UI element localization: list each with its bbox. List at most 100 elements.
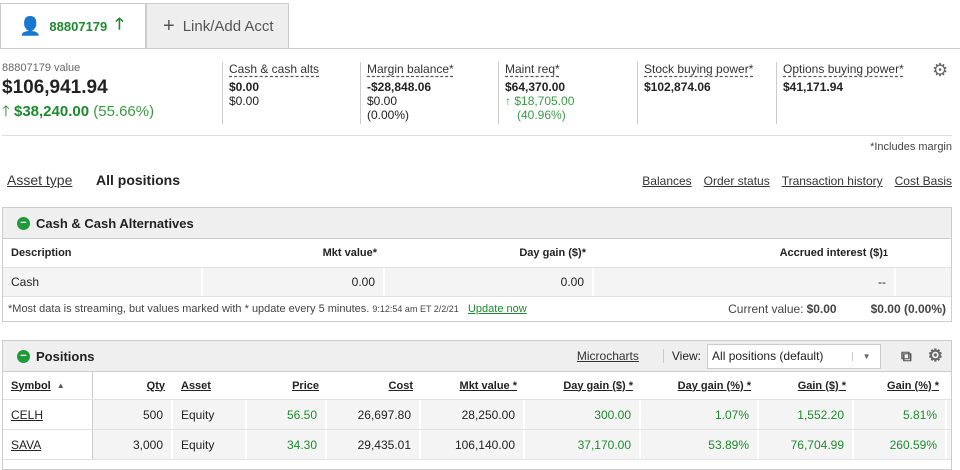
summary-label[interactable]: Margin balance* [367,62,454,76]
summary-maint: Maint req* $64,370.00 ↑ $18,705.00 (40.9… [498,62,574,124]
cell-cost: 29,435.01 [327,430,421,459]
account-number: 88807179 [49,19,108,34]
tab-account[interactable]: 👤 88807179 🡑 [0,3,146,49]
top-links: Balances Order status Transaction histor… [642,174,952,188]
table-row: Cash 0.00 0.00 -- [3,268,951,297]
cell-mkt-value: 106,140.00 [421,430,525,459]
cell-day-gain-pct: 53.89% [641,430,759,459]
cell-qty: 500 [93,400,173,429]
tab-link-add-account[interactable]: + Link/Add Acct [146,3,289,49]
cell-cost: 26,697.80 [327,400,421,429]
cost-basis-link[interactable]: Cost Basis [894,174,952,188]
table-row: SAVA 3,000 Equity 34.30 29,435.01 106,140.00 3… [3,430,951,460]
positions-column-headers: Symbol ▲ Qty Asset Price Cost Mkt value * Day … [3,372,951,400]
col-gain-dollar[interactable]: Gain ($) * [759,372,854,399]
summary-margin: Margin balance* -$28,848.06 $0.00 (0.00%… [360,62,454,124]
view-value: All positions (default) [712,349,824,363]
summary-value: $102,874.06 [644,80,711,94]
col-cost[interactable]: Cost [327,372,421,399]
summary-label[interactable]: Options buying power* [783,62,904,76]
tab-label: Link/Add Acct [182,17,274,35]
cell: 0.00 [385,268,594,296]
cell-price: 56.50 [247,400,327,429]
cell-day-gain-dollar: 300.00 [525,400,641,429]
summary-sub: (0.00%) [367,108,410,122]
col-day-gain: Day gain ($)* [519,247,586,259]
col-accrued-interest: Accrued interest ($) [779,247,883,259]
col-mkt-value[interactable]: Mkt value * [421,372,525,399]
popout-icon[interactable]: ⧉ [901,347,912,365]
summary-value: $41,171.94 [783,80,844,94]
col-asset[interactable]: Asset [173,372,247,399]
total-gain: $38,240.00 [13,103,90,120]
cash-total: $0.00 (0.00%) [870,302,946,316]
col-day-gain-pct[interactable]: Day gain (%) * [641,372,759,399]
header-label: Cost [388,379,413,392]
cell-mkt-value: 28,250.00 [421,400,525,429]
col-gain-pct[interactable]: Gain (%) * [854,372,947,399]
cell: Cash [3,268,203,296]
cash-header[interactable]: − Cash & Cash Alternatives [3,208,951,239]
positions-panel: − Positions Microcharts View: All positio… [2,340,952,470]
summary-label[interactable]: Maint req* [505,62,560,76]
cell-gain-dollar: 1,552.20 [759,400,854,429]
balances-link[interactable]: Balances [642,174,692,188]
header-label: Gain ($) * [797,379,846,392]
gear-icon[interactable]: ⚙ [927,346,943,365]
cell: 0.00 [203,268,385,296]
table-row: CELH 500 Equity 56.50 26,697.80 28,250.00 300.… [3,400,951,430]
summary-sub: $18,705.00 [514,94,575,108]
asset-type-link[interactable]: Asset type [7,172,73,188]
order-status-link[interactable]: Order status [703,174,770,188]
summary-value: -$28,848.06 [367,80,432,94]
all-positions-label: All positions [96,172,180,188]
divider [2,135,952,136]
cell: -- [594,268,896,296]
header-label: Symbol [11,379,51,392]
summary-stock-bp: Stock buying power* $102,874.06 [637,62,753,124]
cell-day-gain-pct: 1.07% [641,400,759,429]
collapse-icon[interactable]: − [17,349,30,363]
user-icon: 👤 [19,16,42,36]
header-label: Price [292,379,319,392]
summary-label[interactable]: Stock buying power* [644,62,754,76]
col-price[interactable]: Price [247,372,327,399]
cell-symbol[interactable]: SAVA [3,430,93,459]
microcharts-link[interactable]: Microcharts [576,349,639,363]
account-value-label: 88807179 value [2,62,81,74]
panel-title: Cash & Cash Alternatives [36,215,194,231]
header-label: Mkt value * [459,379,517,392]
cash-panel: − Cash & Cash Alternatives Description Mk… [2,207,952,322]
col-description: Description [11,247,72,259]
sort-asc-icon: ▲ [56,381,65,390]
cell-gain-pct: 5.81% [854,400,947,429]
transaction-history-link[interactable]: Transaction history [781,174,883,188]
summary-cash: Cash & cash alts $0.00 $0.00 [222,62,319,124]
header-label: Day gain ($) * [563,379,633,392]
summary-sub: $0.00 [229,94,260,108]
cell-symbol[interactable]: CELH [3,400,93,429]
collapse-icon[interactable]: − [17,216,30,230]
summary-sub: (40.96%) [517,108,566,122]
divider [0,48,960,49]
cell-asset: Equity [173,430,247,459]
summary-value: $64,370.00 [505,80,566,94]
account-value: 88807179 value $106,941.94 🡑 $38,240.00 … [2,62,154,126]
positions-header: − Positions Microcharts View: All positio… [3,341,951,372]
timestamp: 9:12:54 am ET 2/2/21 [372,304,459,314]
summary-label[interactable]: Cash & cash alts [229,62,320,76]
col-symbol[interactable]: Symbol ▲ [3,372,93,399]
streaming-note: *Most data is streaming, but values mark… [8,303,370,315]
header-label: Asset [181,379,211,392]
col-day-gain-dollar[interactable]: Day gain ($) * [525,372,641,399]
gear-icon[interactable]: ⚙ [932,60,949,80]
col-qty[interactable]: Qty [93,372,173,399]
summary-value: $0.00 [229,80,260,94]
view-select[interactable]: All positions (default) ▼ [707,343,882,369]
update-now-link[interactable]: Update now [467,303,527,315]
plus-icon: + [163,14,175,37]
cell-price: 34.30 [247,430,327,459]
panel-title: Positions [36,348,95,364]
cell-qty: 3,000 [93,430,173,459]
cell-day-gain-dollar: 37,170.00 [525,430,641,459]
